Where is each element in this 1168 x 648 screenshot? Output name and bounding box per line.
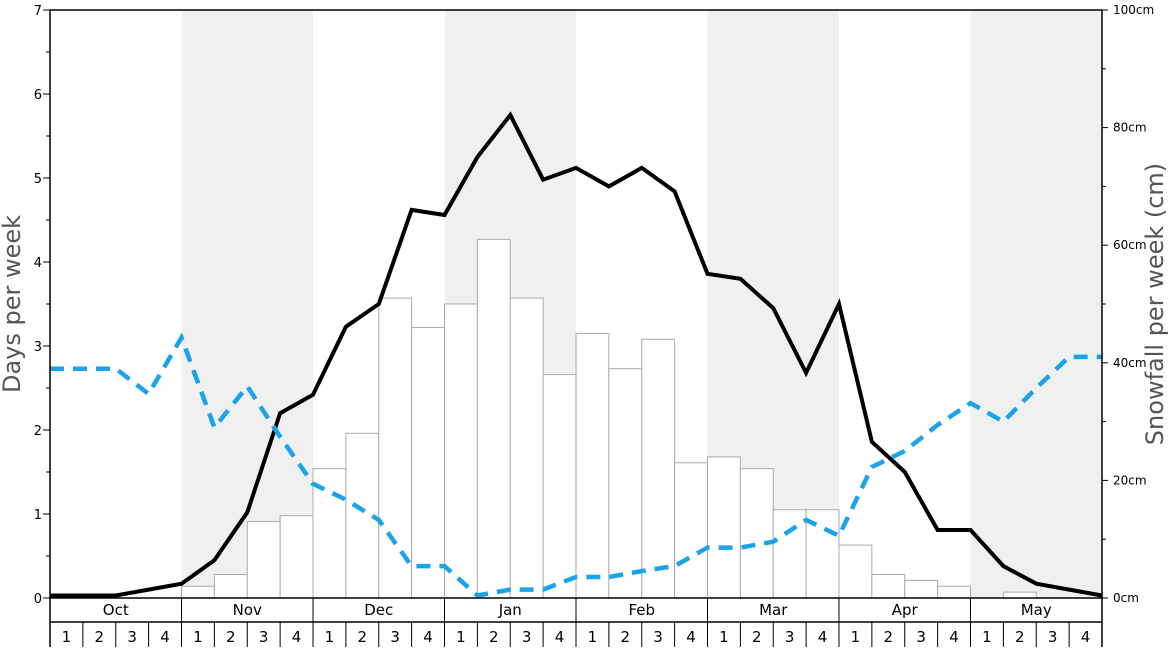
snowfall-bar [411, 327, 445, 599]
week-label: 1 [62, 628, 72, 646]
week-label: 1 [982, 628, 992, 646]
snowfall-bar [378, 297, 413, 599]
snowfall-bar [772, 509, 807, 599]
week-label: 3 [1048, 628, 1058, 646]
week-label: 2 [1015, 628, 1025, 646]
month-label: Mar [759, 601, 788, 619]
snowfall-bar [739, 468, 774, 599]
week-label: 2 [752, 628, 762, 646]
left-tick-label: 2 [34, 424, 42, 439]
week-label: 4 [292, 628, 302, 646]
snowfall-bar [181, 585, 215, 599]
left-tick-label: 0 [34, 592, 42, 607]
week-label: 2 [226, 628, 236, 646]
week-label: 1 [851, 628, 861, 646]
week-label: 1 [456, 628, 466, 646]
snowfall-bar [542, 374, 577, 599]
snowfall-bar [575, 332, 610, 599]
left-tick-label: 4 [34, 256, 42, 271]
snowfall-bar [641, 338, 676, 599]
week-label: 2 [489, 628, 499, 646]
week-label: 4 [949, 628, 959, 646]
left-tick-label: 6 [34, 88, 42, 103]
week-label: 3 [785, 628, 795, 646]
week-label: 3 [653, 628, 663, 646]
week-label: 3 [916, 628, 926, 646]
week-label: 4 [160, 628, 170, 646]
week-label: 3 [522, 628, 532, 646]
week-label: 2 [884, 628, 894, 646]
snowfall-bar [608, 368, 643, 599]
snowfall-bar [213, 573, 248, 599]
shade-may [970, 10, 1102, 598]
snowfall-bar [838, 544, 873, 599]
week-label: 4 [818, 628, 828, 646]
week-label: 3 [390, 628, 400, 646]
month-label: May [1021, 601, 1052, 619]
snowfall-bar [476, 238, 511, 599]
right-tick-label: 60cm [1113, 238, 1147, 252]
week-label: 2 [358, 628, 368, 646]
series-lines [50, 111, 1103, 598]
week-label: 4 [1081, 628, 1091, 646]
month-label: Oct [103, 601, 129, 619]
left-tick-label: 3 [34, 340, 42, 355]
week-label: 3 [259, 628, 269, 646]
snowfall-bar [279, 515, 314, 599]
right-tick-label: 100cm [1113, 3, 1154, 17]
snowfall-bar [904, 579, 939, 599]
shade-nov [181, 10, 313, 598]
right-tick-label: 80cm [1113, 121, 1147, 135]
snowfall-bar [707, 456, 741, 599]
left-tick-label: 7 [34, 4, 42, 19]
snowfall-bar [937, 585, 971, 599]
snowfall-bar [1002, 591, 1037, 599]
week-label: 4 [686, 628, 696, 646]
week-label: 1 [193, 628, 203, 646]
week-label: 4 [555, 628, 565, 646]
dashed-series-line [50, 332, 1102, 598]
snowfall-bar [444, 303, 478, 599]
bottom-axis: Oct 1 2 3 4 Nov 1 2 3 4 Dec 1 2 3 4 Jan 1 2 3 4 Feb 1 2 3 4 Mar 1 2… [49, 598, 1103, 647]
week-label: 2 [621, 628, 631, 646]
left-tick-label: 1 [34, 508, 42, 523]
right-axis: 0cm 20cm 40cm 60cm 80cm 100cm [1102, 3, 1154, 605]
left-axis: 0 1 2 3 4 5 6 7 [34, 4, 50, 607]
week-label: 2 [95, 628, 105, 646]
month-label: Dec [364, 601, 393, 619]
right-axis-title: Snowfall per week (cm) [1141, 163, 1168, 445]
solid-series-line [50, 111, 1103, 598]
snowfall-bar [871, 573, 906, 599]
week-label: 1 [588, 628, 598, 646]
week-label: 1 [719, 628, 729, 646]
week-label: 4 [423, 628, 433, 646]
snowfall-bar [509, 297, 544, 599]
month-label: Jan [498, 601, 522, 619]
snowfall-bars [181, 238, 1037, 599]
month-label: Feb [628, 601, 655, 619]
snowfall-bar [246, 521, 281, 599]
right-tick-label: 20cm [1113, 473, 1147, 487]
right-tick-label: 0cm [1113, 591, 1139, 605]
month-label: Nov [233, 601, 262, 619]
week-label: 3 [127, 628, 137, 646]
month-label: Apr [892, 601, 919, 619]
right-tick-label: 40cm [1113, 356, 1147, 370]
left-tick-label: 5 [34, 172, 42, 187]
week-label: 1 [325, 628, 335, 646]
snowfall-bar [674, 462, 708, 599]
left-axis-title: Days per week [0, 215, 26, 393]
